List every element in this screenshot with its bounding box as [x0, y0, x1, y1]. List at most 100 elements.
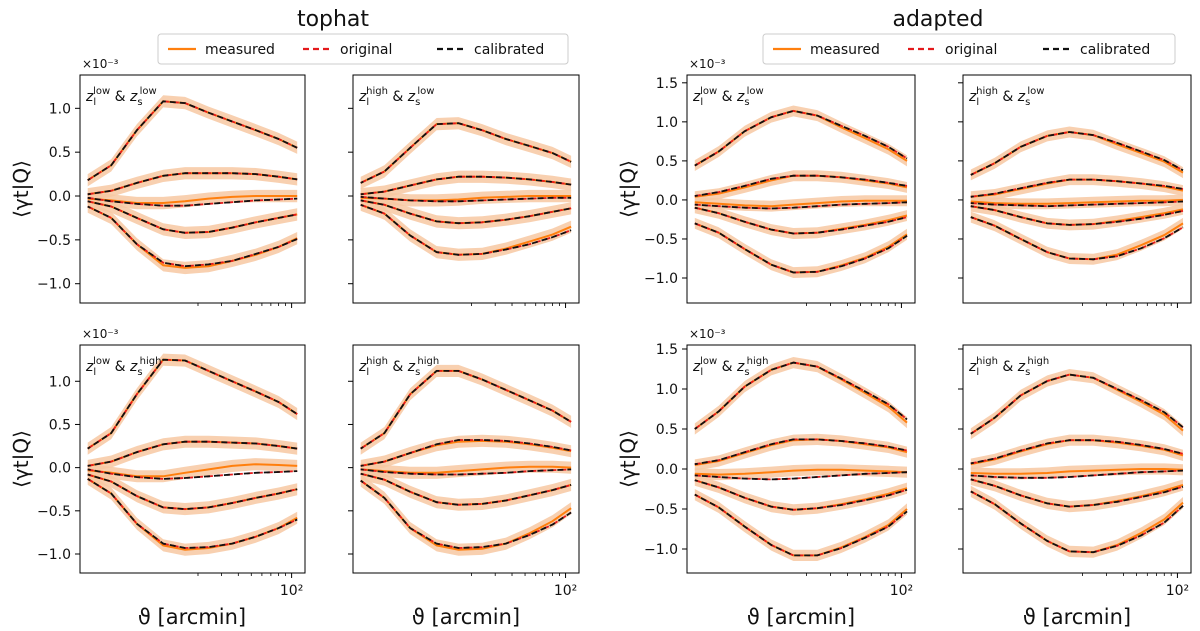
- panel-label: zlhigh & zshigh: [358, 356, 439, 378]
- panel-label: zllow & zslow: [85, 86, 157, 108]
- measured-line-Q3: [694, 468, 908, 476]
- original-line-Q1: [970, 490, 1184, 554]
- calibrated-line-Q1: [694, 493, 908, 557]
- plot-frame: [686, 344, 916, 574]
- y-tick-label: −1.0: [644, 271, 678, 287]
- calibrated-line-Q4: [694, 438, 908, 466]
- title-adapted: adapted: [892, 7, 983, 32]
- band-Q2: [694, 474, 907, 516]
- plot-content: [694, 357, 908, 561]
- calibrated-line-Q2: [694, 479, 908, 511]
- calibrated-line-Q1: [360, 479, 572, 549]
- original-line-Q1: [694, 493, 908, 557]
- calibrated-line-Q5: [970, 131, 1184, 176]
- band-Q4: [360, 434, 572, 472]
- measured-line-Q3: [694, 199, 907, 208]
- band-Q1: [360, 474, 572, 556]
- calibrated-line-Q1: [694, 222, 908, 274]
- original-line-Q2: [970, 478, 1184, 508]
- panel-tophat-high-high: 10² zlhigh & zshigh: [348, 344, 580, 599]
- plot-content: [87, 95, 298, 275]
- y-tick-label: 1.0: [49, 374, 71, 390]
- y-tick-label: 1.0: [656, 382, 678, 398]
- title-tophat: tophat: [297, 7, 369, 32]
- band-Q2: [360, 467, 572, 511]
- original-line-Q2: [694, 206, 908, 235]
- calibrated-line-Q1: [970, 216, 1184, 261]
- y-tick-label: 1.5: [656, 76, 678, 92]
- plot-frame: [79, 74, 306, 304]
- panel-adapted-low-low: −1.0 −0.5 0.0 0.5 1.0 1.5 zllow & zslow: [644, 74, 916, 308]
- y-axis-label: ⟨γt|Q⟩: [616, 430, 640, 488]
- x-axis-label: ϑ [arcmin]: [1023, 605, 1131, 629]
- calibrated-line-Q5: [360, 369, 572, 450]
- sci-notation-label: ×10⁻³: [82, 57, 119, 71]
- band-Q2: [970, 473, 1183, 513]
- calibrated-line-Q3: [360, 196, 572, 203]
- x-tick-label: 10²: [1166, 583, 1189, 599]
- legend-measured-label: measured: [205, 42, 275, 58]
- band-Q1: [87, 472, 298, 556]
- band-Q2: [360, 194, 572, 230]
- y-axis-label: ⟨γt|Q⟩: [9, 160, 33, 218]
- original-line-Q2: [694, 479, 908, 511]
- panel-adapted-low-high: −1.0 −0.5 0.0 0.5 1.0 1.5 10² zllow & zshigh: [644, 342, 916, 599]
- calibrated-line-Q4: [970, 178, 1184, 198]
- original-line-Q2: [360, 472, 572, 506]
- calibrated-line-Q4: [970, 439, 1184, 465]
- x-tick-label: 10²: [554, 583, 577, 599]
- legend-left: measured original calibrated: [157, 33, 569, 65]
- band-Q2: [87, 195, 298, 239]
- calibrated-line-Q3: [970, 469, 1184, 479]
- calibrated-line-Q3: [970, 200, 1184, 208]
- y-tick-label: 0.5: [656, 422, 678, 438]
- panel-tophat-high-low: zlhigh & zslow: [348, 74, 580, 308]
- measured-line-Q3: [87, 463, 298, 478]
- panel-adapted-high-high: 10² zlhigh & zshigh: [958, 344, 1192, 599]
- band-Q5: [360, 117, 572, 189]
- plot-frame: [352, 74, 580, 304]
- band-Q4: [87, 435, 298, 472]
- band-Q3: [694, 464, 907, 481]
- y-axis-label: ⟨γt|Q⟩: [616, 160, 640, 218]
- plot-content: [694, 105, 908, 278]
- plot-frame: [352, 344, 580, 574]
- y-tick-label: 0.5: [656, 154, 678, 170]
- y-tick-label: −0.5: [644, 232, 678, 248]
- calibrated-line-Q4: [360, 175, 572, 196]
- calibrated-line-Q5: [694, 361, 908, 430]
- calibrated-line-Q2: [360, 472, 572, 506]
- y-tick-label: 0.5: [49, 417, 71, 433]
- panel-label: zllow & zslow: [692, 86, 764, 108]
- y-tick-label: 1.0: [656, 115, 678, 131]
- band-Q4: [970, 174, 1183, 203]
- band-Q4: [87, 167, 298, 201]
- measured-line-Q3: [360, 465, 572, 474]
- panel-tophat-low-low: −1.0 −0.5 0.0 0.5 1.0 zllow & zslow: [37, 74, 306, 308]
- panel-label: zlhigh & zslow: [358, 86, 434, 108]
- calibrated-line-Q5: [360, 122, 572, 184]
- original-line-Q5: [970, 373, 1184, 435]
- y-tick-label: −0.5: [37, 504, 71, 520]
- plot-frame: [79, 344, 306, 574]
- y-tick-label: −0.5: [644, 502, 678, 518]
- plot-content: [87, 353, 298, 556]
- calibrated-line-Q2: [694, 206, 908, 235]
- plot-content: [360, 117, 572, 261]
- y-tick-label: −1.0: [644, 542, 678, 558]
- calibrated-line-Q2: [970, 478, 1184, 508]
- legend-box: [157, 33, 569, 65]
- legend-original-label: original: [340, 42, 392, 58]
- panel-adapted-high-low: zlhigh & zslow: [958, 74, 1192, 308]
- panel-label: zllow & zshigh: [692, 356, 768, 378]
- x-axis-label: ϑ [arcmin]: [412, 605, 520, 629]
- calibrated-line-Q2: [87, 473, 298, 511]
- x-tick-label: 10²: [890, 583, 913, 599]
- plot-content: [970, 369, 1184, 558]
- band-Q2: [87, 468, 298, 516]
- panel-tophat-low-high: −1.0 −0.5 0.0 0.5 1.0 10² zllow & zshigh: [37, 344, 306, 599]
- original-line-Q1: [87, 478, 298, 549]
- original-line-Q1: [360, 479, 572, 549]
- plot-content: [970, 126, 1184, 265]
